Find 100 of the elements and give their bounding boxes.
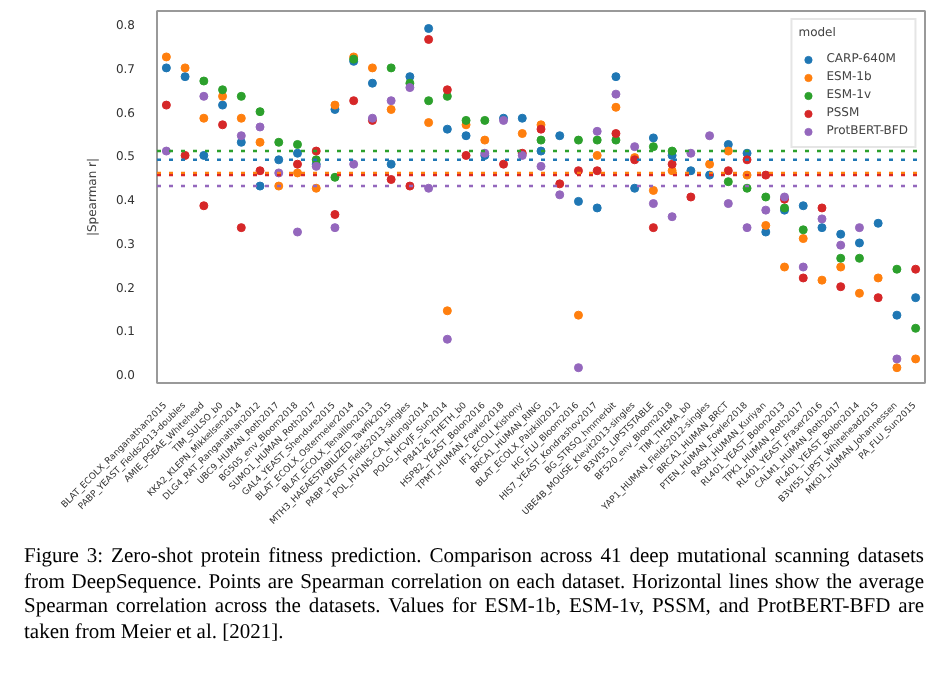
point [836, 240, 846, 250]
point [686, 148, 696, 158]
point [442, 85, 452, 95]
point [386, 96, 396, 106]
point [667, 212, 677, 222]
point [592, 135, 602, 145]
point [742, 223, 752, 233]
point [461, 115, 471, 125]
point [386, 175, 396, 184]
point [292, 139, 302, 149]
point [723, 199, 733, 209]
point [761, 205, 771, 215]
point [480, 115, 490, 125]
point [161, 63, 171, 73]
point [648, 223, 658, 233]
point [236, 113, 246, 123]
point [854, 253, 864, 263]
point [461, 150, 471, 160]
point [611, 89, 621, 99]
point [892, 363, 902, 373]
point [611, 102, 621, 112]
point [817, 214, 827, 224]
point [386, 63, 396, 73]
point [798, 273, 808, 283]
point [911, 354, 921, 364]
point [424, 96, 434, 106]
point [873, 218, 883, 228]
point [292, 159, 302, 169]
point [199, 76, 209, 86]
point [180, 150, 190, 160]
point [611, 72, 621, 82]
point [611, 129, 621, 139]
point [798, 201, 808, 211]
point [854, 288, 864, 298]
caption: Figure 3: Zero-shot protein fitness prediction. Comparison across 41 deep mutational scanning datasets from DeepSequence. Points are Spearman correlation on each dataset. Horizontal lines show the average Spearman correlation across the datasets. Values for ESM-1b, ESM-1v, PSSM, and ProtBERT-BFD are taken from Meier et al. [2021]. [24, 546, 924, 647]
point [461, 131, 471, 141]
point [854, 223, 864, 233]
point [817, 223, 827, 233]
point [349, 96, 359, 106]
point [836, 229, 846, 239]
point [892, 354, 902, 364]
point [218, 120, 228, 130]
point [573, 310, 583, 320]
point [442, 334, 452, 344]
point [180, 63, 190, 73]
point [854, 238, 864, 248]
point [218, 85, 228, 95]
point [292, 148, 302, 158]
point [330, 100, 340, 110]
point [761, 170, 771, 180]
point [723, 166, 733, 176]
point [330, 172, 340, 182]
point [274, 155, 284, 165]
point [536, 135, 546, 145]
point [892, 310, 902, 320]
point [817, 203, 827, 213]
point [330, 223, 340, 233]
point [555, 131, 565, 141]
point [386, 159, 396, 169]
point [648, 185, 658, 195]
point [686, 192, 696, 202]
point [873, 273, 883, 283]
point [873, 293, 883, 303]
point [367, 78, 377, 88]
point [236, 91, 246, 101]
point [573, 196, 583, 206]
point [573, 135, 583, 145]
point [180, 72, 190, 82]
point [836, 282, 846, 292]
point [330, 210, 340, 219]
point [255, 137, 265, 147]
point [761, 220, 771, 230]
point [161, 100, 171, 110]
point [161, 146, 171, 156]
point [442, 306, 452, 316]
point [236, 223, 246, 233]
point [274, 137, 284, 147]
point [386, 104, 396, 114]
point [555, 190, 565, 200]
point [367, 63, 377, 73]
point [255, 122, 265, 132]
point [555, 179, 565, 189]
point [648, 199, 658, 209]
point [648, 133, 658, 143]
point [798, 234, 808, 244]
point [723, 177, 733, 187]
point [630, 142, 640, 152]
point [255, 107, 265, 117]
point [517, 113, 527, 123]
point [424, 24, 434, 33]
point [161, 52, 171, 62]
point [517, 129, 527, 139]
point [199, 91, 209, 101]
point [199, 113, 209, 123]
point [292, 168, 302, 178]
point [592, 203, 602, 213]
point [892, 264, 902, 274]
point [424, 118, 434, 128]
point [705, 159, 715, 169]
point [705, 131, 715, 141]
